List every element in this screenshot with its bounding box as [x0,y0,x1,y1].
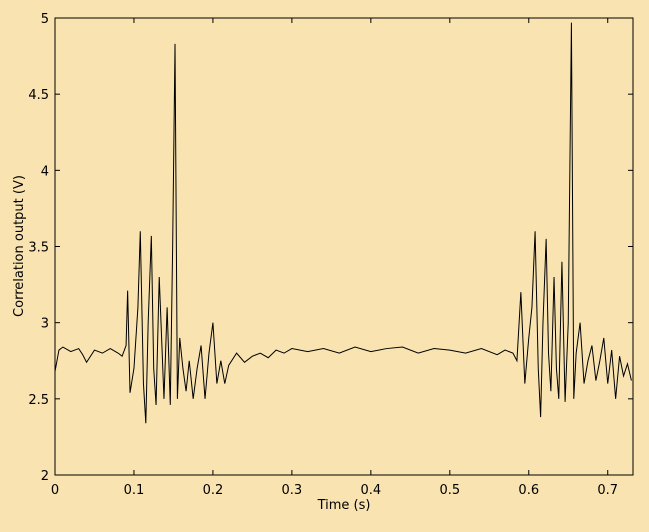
signal-line [54,22,632,424]
x-axis-label: Time (s) [317,498,371,513]
x-tick-label: 0.7 [597,483,618,498]
y-axis-label: Correlation output (V) [12,175,27,317]
y-tick-label: 2.5 [28,393,49,408]
y-tick-label: 4.5 [28,88,49,103]
x-tick-label: 0.3 [282,483,303,498]
x-tick-label: 0.6 [518,483,539,498]
y-tick-label: 2 [41,469,49,484]
x-tick-label: 0.2 [203,483,224,498]
y-tick-label: 3.5 [28,241,49,256]
y-tick-label: 4 [41,164,49,179]
y-tick-label: 3 [41,317,49,332]
x-tick-label: 0.1 [124,483,145,498]
x-tick-label: 0.4 [361,483,382,498]
y-tick-label: 5 [41,12,49,27]
x-tick-label: 0.5 [439,483,460,498]
x-tick-label: 0 [51,483,59,498]
